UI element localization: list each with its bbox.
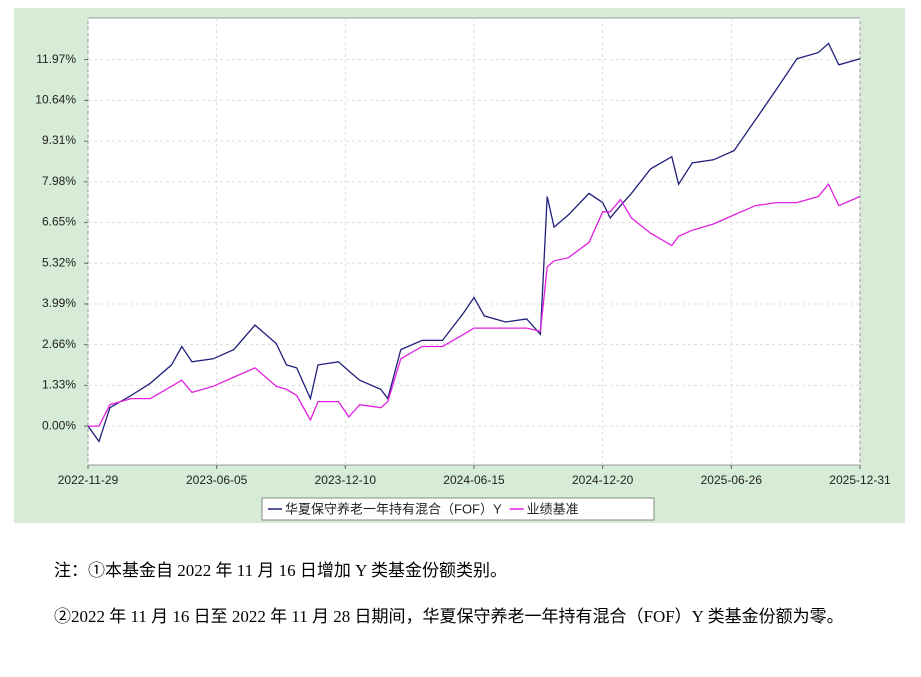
x-tick-label: 2023-12-10 (315, 473, 377, 487)
x-tick-label: 2023-06-05 (186, 473, 248, 487)
y-tick-label: 1.33% (42, 378, 76, 392)
y-tick-label: 0.00% (42, 418, 76, 432)
legend (261, 497, 655, 521)
legend-label: 业绩基准 (527, 501, 579, 516)
legend-label: 华夏保守养老一年持有混合（FOF）Y (285, 501, 502, 516)
x-tick-label: 2022-11-29 (58, 473, 119, 487)
y-tick-label: 10.64% (35, 93, 76, 107)
y-tick-label: 7.98% (42, 174, 76, 188)
y-tick-label: 9.31% (42, 133, 76, 147)
x-tick-label: 2024-12-20 (572, 473, 634, 487)
notes: 注：①本基金自 2022 年 11 月 16 日增加 Y 类基金份额类别。 ②2… (14, 548, 909, 640)
y-tick-label: 2.66% (42, 337, 76, 351)
x-tick-label: 2025-12-31 (829, 473, 891, 487)
chart: 0.00% 1.33% 2.66% 3.99% 5.32% 6.65% 7.98% 9.31%… (14, 8, 905, 523)
y-tick-label: 3.99% (42, 296, 76, 310)
x-tick-label: 2024-06-15 (443, 473, 505, 487)
y-tick-label: 6.65% (42, 215, 76, 229)
series-line (87, 42, 861, 443)
note: 注：①本基金自 2022 年 11 月 16 日增加 Y 类基金份额类别。 (54, 561, 508, 580)
y-tick-label: 5.32% (42, 255, 76, 269)
note: ②2022 年 11 月 16 日至 2022 年 11 月 28 日期间，华夏… (54, 607, 844, 626)
x-tick-label: 2025-06-26 (701, 473, 763, 487)
series-line (88, 183, 861, 427)
y-tick-label: 11.97% (36, 52, 76, 66)
